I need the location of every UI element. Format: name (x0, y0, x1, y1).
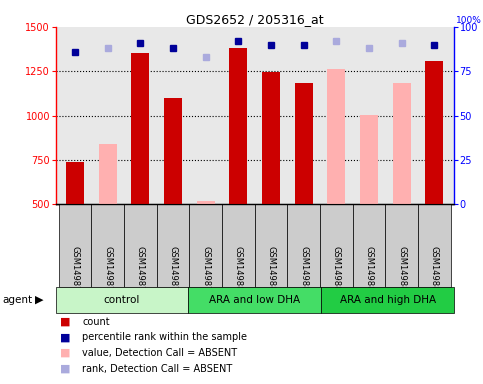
Text: GSM149879: GSM149879 (201, 246, 210, 296)
Bar (321, 287, 454, 313)
Bar (59, 204, 91, 287)
Bar (262, 72, 280, 204)
Bar (197, 201, 215, 204)
Bar (189, 204, 222, 287)
Text: GSM149881: GSM149881 (267, 246, 276, 296)
Bar (131, 53, 149, 204)
Bar (124, 204, 157, 287)
Text: control: control (104, 295, 140, 305)
Text: ■: ■ (60, 348, 71, 358)
Text: GSM149880: GSM149880 (234, 246, 243, 296)
Bar (56, 287, 188, 313)
Bar (360, 115, 378, 204)
Bar (188, 287, 321, 313)
Bar (222, 204, 255, 287)
Text: GSM149878: GSM149878 (169, 246, 178, 296)
Text: ■: ■ (60, 316, 71, 326)
Text: ▶: ▶ (35, 295, 43, 305)
Bar (393, 83, 411, 204)
Bar (229, 48, 247, 204)
Text: ARA and low DHA: ARA and low DHA (209, 295, 300, 305)
Text: ARA and high DHA: ARA and high DHA (340, 295, 436, 305)
Bar (66, 162, 84, 204)
Text: ■: ■ (60, 364, 71, 374)
Bar (287, 204, 320, 287)
Text: GSM149884: GSM149884 (365, 246, 373, 296)
Text: count: count (82, 316, 110, 326)
Text: percentile rank within the sample: percentile rank within the sample (82, 332, 247, 342)
Bar (91, 204, 124, 287)
Text: 100%: 100% (456, 16, 483, 25)
Text: GSM149882: GSM149882 (299, 246, 308, 296)
Bar (353, 204, 385, 287)
Title: GDS2652 / 205316_at: GDS2652 / 205316_at (186, 13, 324, 26)
Bar (426, 61, 443, 204)
Bar (99, 144, 117, 204)
Bar (164, 98, 182, 204)
Text: GSM149883: GSM149883 (332, 246, 341, 296)
Bar (385, 204, 418, 287)
Bar (418, 204, 451, 287)
Text: GSM149875: GSM149875 (71, 246, 80, 296)
Bar (157, 204, 189, 287)
Text: value, Detection Call = ABSENT: value, Detection Call = ABSENT (82, 348, 237, 358)
Text: agent: agent (2, 295, 32, 305)
Text: GSM149886: GSM149886 (430, 246, 439, 296)
Bar (320, 204, 353, 287)
Text: GSM149877: GSM149877 (136, 246, 145, 296)
Text: GSM149885: GSM149885 (397, 246, 406, 296)
Bar (295, 83, 313, 204)
Text: rank, Detection Call = ABSENT: rank, Detection Call = ABSENT (82, 364, 232, 374)
Text: ■: ■ (60, 332, 71, 342)
Text: GSM149876: GSM149876 (103, 246, 113, 296)
Bar (327, 70, 345, 204)
Bar (255, 204, 287, 287)
